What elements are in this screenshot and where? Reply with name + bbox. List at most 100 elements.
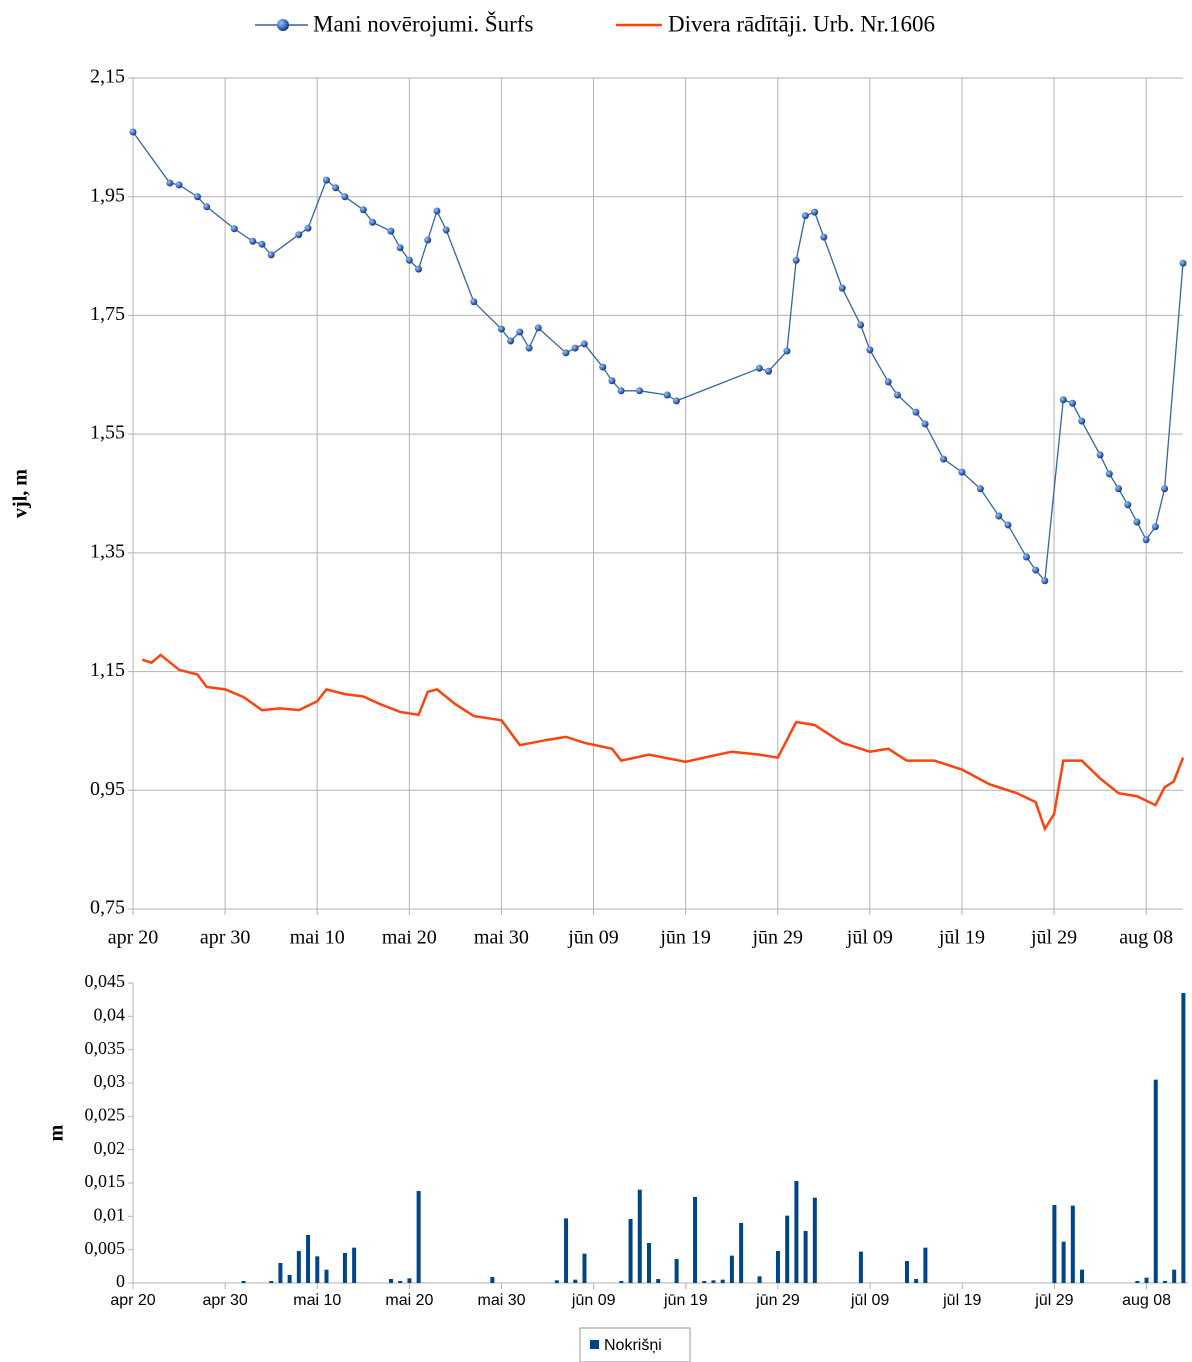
bar [407, 1278, 412, 1283]
y-tick-label: 1,95 [90, 184, 125, 206]
bar [739, 1223, 744, 1283]
data-point [424, 236, 432, 244]
data-point [801, 212, 809, 220]
x-tick-label: jūn 19 [659, 927, 711, 949]
data-point [976, 485, 984, 493]
legend-label: Divera rādītāji. Urb. Nr.1606 [668, 11, 935, 36]
data-point [193, 193, 201, 201]
data-point [1124, 501, 1132, 509]
data-point [571, 344, 579, 352]
x-tick-label: jūl 19 [938, 927, 985, 949]
data-point [203, 203, 211, 211]
data-point [1096, 451, 1104, 459]
data-point [1022, 553, 1030, 561]
data-point [958, 468, 966, 476]
y-tick-label: 0,03 [94, 1071, 126, 1091]
x-tick-label: jūl 19 [942, 1292, 981, 1309]
bar [674, 1259, 679, 1283]
bar [1070, 1205, 1075, 1283]
x-tick-label: mai 10 [293, 1292, 341, 1309]
data-point [1133, 518, 1141, 526]
data-point [304, 224, 312, 232]
bar [1162, 1281, 1167, 1283]
data-point [516, 328, 524, 336]
bar [1144, 1277, 1149, 1283]
data-point [995, 512, 1003, 520]
bar [619, 1281, 624, 1283]
bar [554, 1280, 559, 1283]
y-tick-label: 2,15 [90, 66, 125, 88]
data-point [636, 387, 644, 395]
bar [1172, 1269, 1177, 1283]
y-tick-label: 0 [116, 1271, 125, 1291]
data-point [1179, 259, 1187, 267]
data-point [497, 325, 505, 333]
data-point [1068, 399, 1076, 407]
data-point [470, 298, 478, 306]
bar [858, 1251, 863, 1283]
y-tick-label: 0,95 [90, 778, 125, 800]
y-tick-label: 1,55 [90, 422, 125, 444]
bar [287, 1275, 292, 1283]
data-point [405, 256, 413, 264]
bar [1080, 1269, 1085, 1283]
y-tick-label: 0,75 [90, 897, 125, 919]
data-point [792, 256, 800, 264]
x-tick-label: mai 30 [474, 927, 529, 949]
data-point [672, 397, 680, 405]
bar [1052, 1205, 1057, 1283]
data-point [415, 265, 423, 273]
data-point [765, 367, 773, 375]
y-tick-label: 0,005 [85, 1238, 126, 1258]
data-point [884, 378, 892, 386]
bar [1135, 1281, 1140, 1283]
bar [388, 1279, 393, 1283]
data-point [820, 233, 828, 241]
y-tick-label: 0,04 [94, 1004, 126, 1024]
data-point [396, 244, 404, 252]
series-line [141, 653, 1185, 832]
bar [1181, 993, 1186, 1283]
data-point [755, 364, 763, 372]
data-point [359, 206, 367, 214]
bar [637, 1189, 642, 1283]
bar [306, 1235, 311, 1283]
data-point [332, 184, 340, 192]
y-tick-label: 0,035 [85, 1038, 126, 1058]
data-point [562, 349, 570, 357]
data-point [129, 128, 137, 136]
y-tick-label: 0,02 [94, 1138, 126, 1158]
data-point [783, 347, 791, 355]
bar [1061, 1241, 1066, 1283]
bar [278, 1263, 283, 1283]
bar [398, 1281, 403, 1283]
legend-label: Nokrišņi [604, 1337, 662, 1354]
data-point [442, 226, 450, 234]
legend-label: Mani novērojumi. Šurfs [313, 10, 533, 36]
data-point [857, 321, 865, 329]
x-tick-label: apr 20 [110, 1292, 155, 1309]
data-point [940, 455, 948, 463]
data-point [1151, 523, 1159, 531]
y-tick-label: 0,025 [85, 1104, 126, 1124]
data-point [368, 218, 376, 226]
bar [757, 1276, 762, 1283]
bar [693, 1197, 698, 1283]
bar [785, 1215, 790, 1283]
bar [803, 1231, 808, 1283]
x-tick-label: apr 20 [108, 927, 159, 949]
bar [564, 1218, 569, 1283]
data-point [387, 227, 395, 235]
data-point [1078, 417, 1086, 425]
bar [352, 1247, 357, 1283]
data-point [608, 377, 616, 385]
x-tick-label: jūn 09 [571, 1292, 616, 1309]
data-point [1115, 485, 1123, 493]
y-tick-label: 0,01 [94, 1204, 126, 1224]
data-point [617, 387, 625, 395]
legend-swatch [590, 1340, 599, 1349]
data-point [893, 391, 901, 399]
x-tick-label: apr 30 [202, 1292, 247, 1309]
y-tick-label: 0,045 [85, 971, 126, 991]
